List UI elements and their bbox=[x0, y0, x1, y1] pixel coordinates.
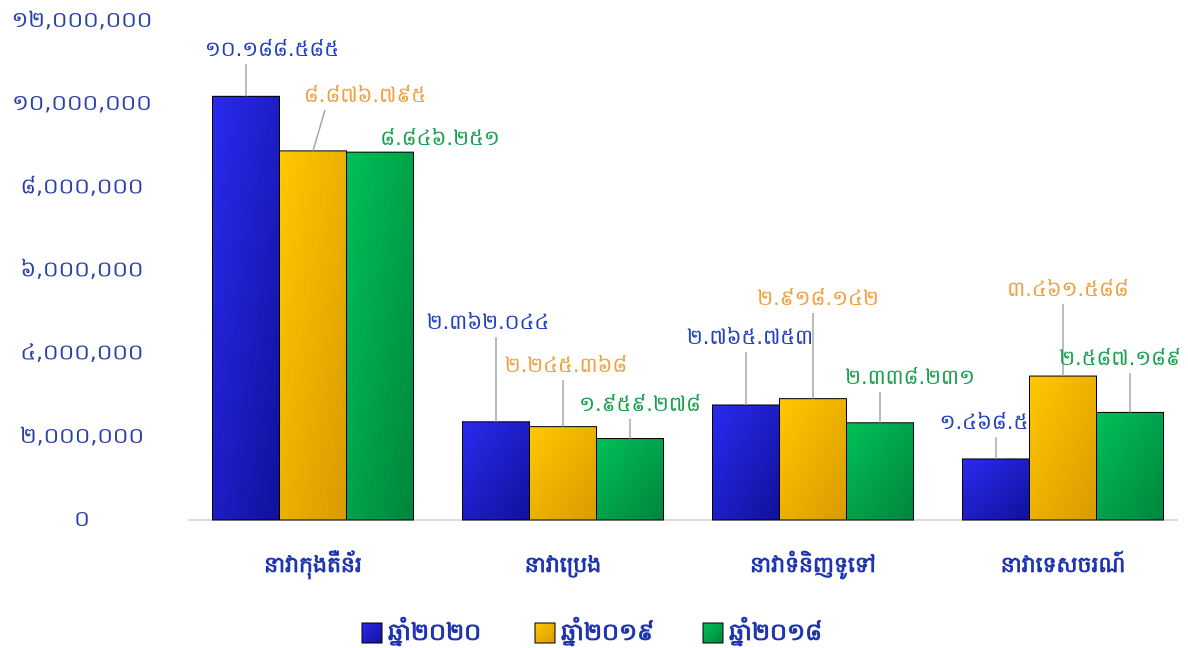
legend-swatch bbox=[361, 622, 383, 644]
data-label: ៣.៤៦១.៥៨៨ bbox=[1007, 277, 1129, 301]
bar bbox=[779, 398, 847, 521]
y-tick-label: ១២,០០០,០០០ bbox=[12, 8, 153, 33]
data-label: ២.៣៣៨.២៣១ bbox=[845, 365, 975, 389]
bar bbox=[1096, 411, 1164, 521]
x-tick-label: នាវាប្រេង bbox=[525, 553, 601, 578]
x-tick-label: នាវាកុងតឺន័រ bbox=[264, 550, 362, 580]
bar bbox=[846, 422, 914, 521]
y-tick-label: ២,០០០,០០០ bbox=[20, 424, 144, 449]
data-label: ១០.១៨៨.៥៨៥ bbox=[205, 37, 339, 61]
data-label: ២.៥៨៧.១៨៩ bbox=[1059, 346, 1181, 370]
y-tick-label: ១០,០០០,០០០ bbox=[12, 91, 152, 116]
data-label: ២.៣៦២.០៤៤ bbox=[427, 310, 550, 334]
data-label: ២.២៤៥.៣៦៨ bbox=[505, 353, 628, 377]
y-tick-label: ០ bbox=[74, 507, 90, 532]
legend-swatch bbox=[702, 622, 724, 644]
bar bbox=[712, 404, 780, 521]
data-label: ១.៩៥៩.២៧៨ bbox=[579, 392, 701, 416]
bar bbox=[1029, 375, 1097, 521]
bar bbox=[212, 95, 280, 521]
legend-label: ឆ្នាំ២០១៨ bbox=[729, 616, 822, 647]
data-label: ៨.៨៧៦.៧៩៥ bbox=[304, 83, 426, 107]
y-tick-label: ៤,០០០,០០០ bbox=[20, 341, 143, 366]
legend-swatch bbox=[534, 622, 556, 644]
y-tick-label: ៨,០០០,០០០ bbox=[20, 174, 143, 199]
bar bbox=[279, 150, 347, 521]
bar bbox=[596, 438, 664, 521]
bar bbox=[529, 426, 597, 521]
bar bbox=[346, 151, 414, 521]
y-tick-label: ៦,០០០,០០០ bbox=[20, 258, 143, 283]
bar bbox=[962, 458, 1030, 521]
legend-label: ឆ្នាំ២០២០ bbox=[388, 616, 481, 647]
x-tick-label: នាវាទេសចរណ៍ bbox=[1001, 550, 1126, 578]
data-label: ៨.៨៤៦.២៥១ bbox=[380, 126, 499, 150]
bar bbox=[462, 421, 530, 521]
leader-line bbox=[312, 109, 326, 152]
data-label: ២.៩១៨.១៤២ bbox=[757, 286, 879, 310]
data-label: ២.៧៦៥.៧៥៣ bbox=[687, 325, 813, 349]
x-tick-label: នាវាទំនិញទូទៅ bbox=[750, 550, 876, 580]
legend-label: ឆ្នាំ២០១៩ bbox=[561, 616, 654, 647]
